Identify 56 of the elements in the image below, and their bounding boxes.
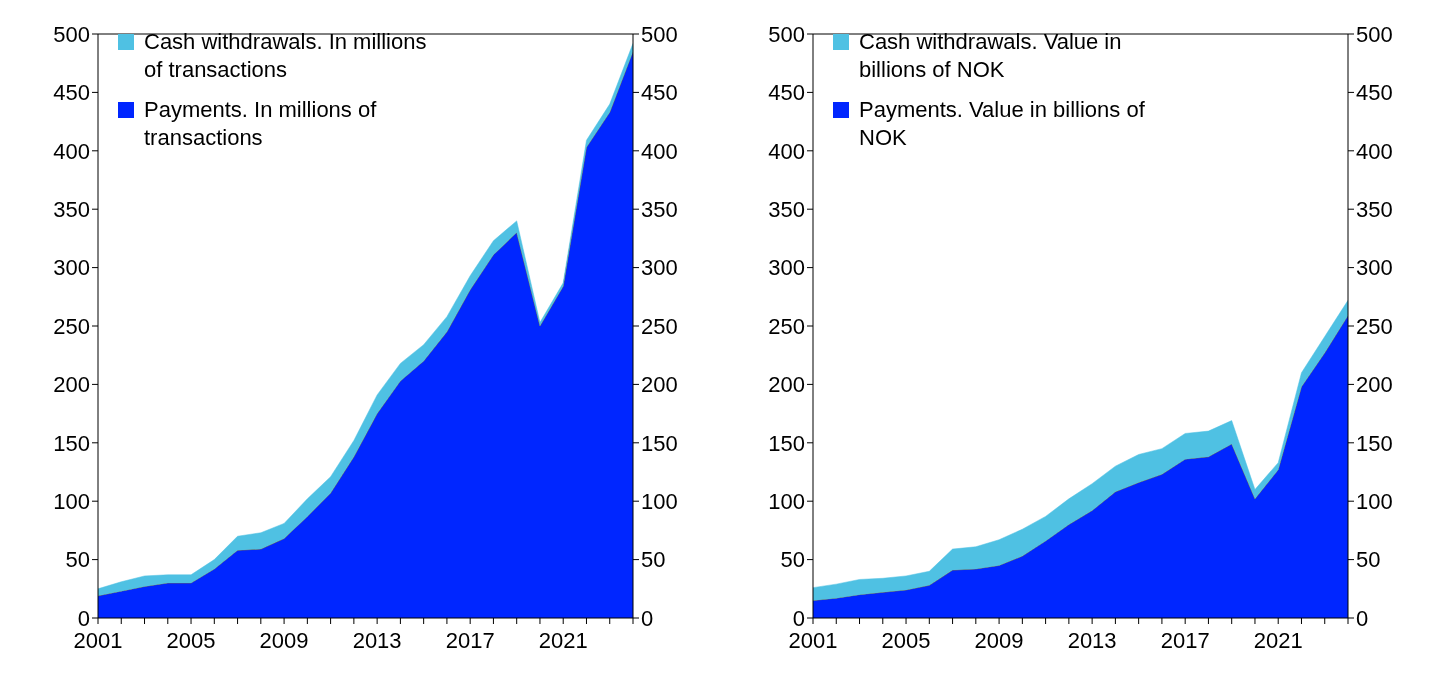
y-tick-label: 250 [768, 313, 805, 339]
y-tick-label: 200 [53, 372, 90, 398]
legend-label: Cash withdrawals. In millions of transactions [144, 28, 428, 84]
y-tick-label: 350 [768, 197, 805, 223]
x-tick-label: 2021 [538, 627, 588, 653]
x-tick-label: 2005 [881, 627, 931, 653]
y-tick-label: 400 [768, 138, 805, 164]
y2-tick-label: 50 [1356, 547, 1381, 573]
y2-tick-label: 400 [1356, 138, 1393, 164]
y2-tick-label: 450 [641, 80, 678, 106]
y2-tick-label: 0 [641, 605, 654, 631]
y2-tick-label: 150 [1356, 430, 1393, 456]
x-tick-label: 2017 [445, 627, 495, 653]
y2-tick-label: 200 [1356, 372, 1393, 398]
y-tick-label: 100 [768, 489, 805, 515]
x-tick-label: 2013 [352, 627, 402, 653]
y2-tick-label: 300 [1356, 255, 1393, 281]
y2-tick-label: 450 [1356, 80, 1393, 106]
y-tick-label: 300 [768, 255, 805, 281]
x-tick-label: 2009 [259, 627, 309, 653]
y-tick-label: 50 [65, 547, 90, 573]
legend-label: Cash withdrawals. Value in billions of NOK [859, 28, 1123, 84]
y2-tick-label: 250 [1356, 313, 1393, 339]
y2-tick-label: 350 [641, 197, 678, 223]
y-tick-label: 450 [768, 80, 805, 106]
x-tick-label: 2017 [1160, 627, 1210, 653]
y2-tick-label: 50 [641, 547, 666, 573]
y2-tick-label: 400 [641, 138, 678, 164]
y2-tick-label: 150 [641, 430, 678, 456]
y-tick-label: 50 [780, 547, 805, 573]
x-tick-label: 2013 [1067, 627, 1117, 653]
y-tick-label: 400 [53, 138, 90, 164]
y2-tick-label: 250 [641, 313, 678, 339]
y-tick-label: 250 [53, 313, 90, 339]
y-tick-label: 500 [768, 21, 805, 47]
y-tick-label: 350 [53, 197, 90, 223]
x-tick-label: 2021 [1253, 627, 1303, 653]
y-tick-label: 300 [53, 255, 90, 281]
x-tick-label: 2009 [974, 627, 1024, 653]
y2-tick-label: 0 [1356, 605, 1369, 631]
x-tick-label: 2005 [166, 627, 216, 653]
y-tick-label: 200 [768, 372, 805, 398]
y2-tick-label: 350 [1356, 197, 1393, 223]
y-tick-label: 100 [53, 489, 90, 515]
y2-tick-label: 100 [641, 489, 678, 515]
y-tick-label: 150 [53, 430, 90, 456]
legend-label: Payments. In millions of transactions [144, 96, 378, 152]
y2-tick-label: 500 [1356, 21, 1393, 47]
y2-tick-label: 100 [1356, 489, 1393, 515]
y2-tick-label: 500 [641, 21, 678, 47]
y2-tick-label: 200 [641, 372, 678, 398]
y2-tick-label: 300 [641, 255, 678, 281]
y-tick-label: 150 [768, 430, 805, 456]
legend-label: Payments. Value in billions of NOK [859, 96, 1146, 152]
y-tick-label: 450 [53, 80, 90, 106]
y-tick-label: 500 [53, 21, 90, 47]
